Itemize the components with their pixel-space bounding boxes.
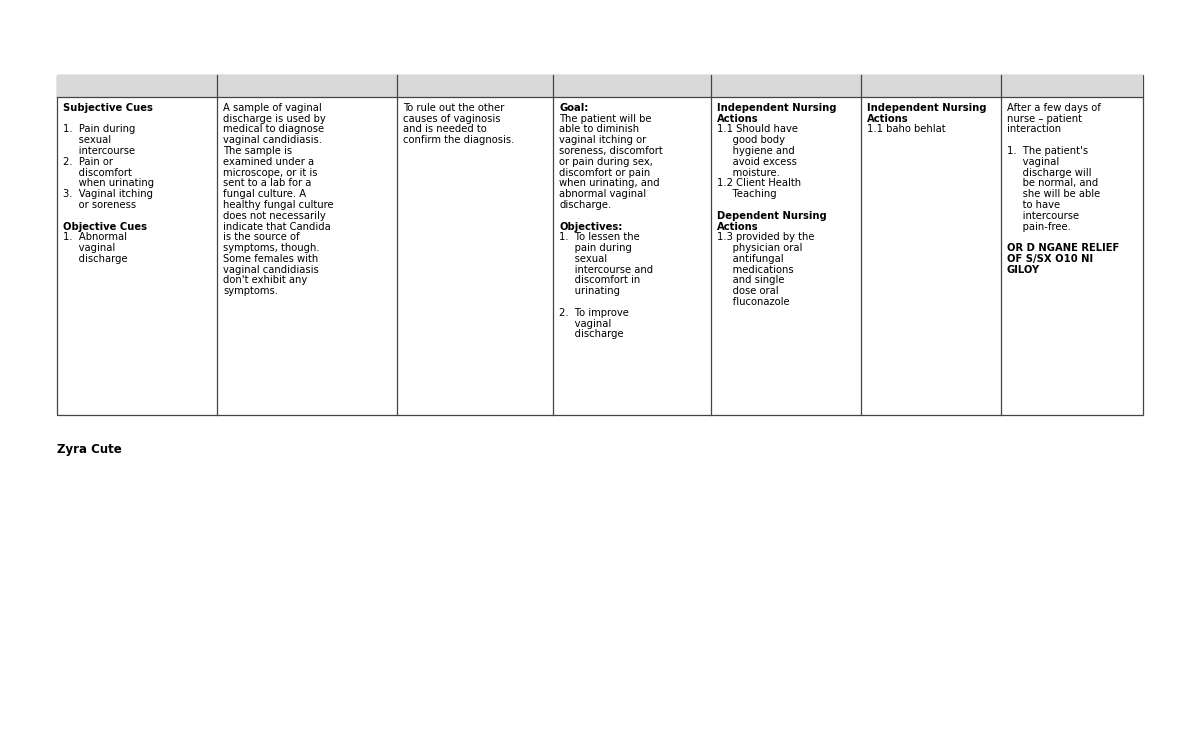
Text: vaginal: vaginal [1007,157,1060,167]
Text: discharge: discharge [559,330,624,340]
Text: intercourse: intercourse [64,146,136,156]
Text: avoid excess: avoid excess [718,157,797,167]
Text: or soreness: or soreness [64,200,136,210]
Text: 3.  Vaginal itching: 3. Vaginal itching [64,189,154,199]
Text: discharge is used by: discharge is used by [223,114,325,124]
Text: confirm the diagnosis.: confirm the diagnosis. [403,135,515,145]
Text: does not necessarily: does not necessarily [223,211,325,221]
Text: Assessment: Assessment [100,81,174,91]
Text: 1.  The patient's: 1. The patient's [1007,146,1088,156]
Text: 2.  To improve: 2. To improve [559,308,629,318]
Text: Dependent Nursing: Dependent Nursing [718,211,827,221]
Text: fluconazole: fluconazole [718,297,790,307]
Text: intercourse and: intercourse and [559,265,653,275]
Text: 1.2 Client Health: 1.2 Client Health [718,179,802,188]
Text: indicate that Candida: indicate that Candida [223,222,331,232]
Text: Diagnosis: Diagnosis [276,81,337,91]
Text: 1.  To lessen the: 1. To lessen the [559,233,640,242]
Text: Subjective Cues: Subjective Cues [64,103,152,113]
Text: discharge: discharge [64,254,127,264]
Text: Interventions: Interventions [744,81,828,91]
Text: vaginal: vaginal [559,319,611,329]
Text: to have: to have [1007,200,1060,210]
Text: After a few days of: After a few days of [1007,103,1100,113]
Text: causes of vaginosis: causes of vaginosis [403,114,500,124]
Text: Actions: Actions [718,114,758,124]
Text: The patient will be: The patient will be [559,114,652,124]
Text: Objectives:: Objectives: [559,222,623,232]
Text: vaginal candidiasis.: vaginal candidiasis. [223,135,322,145]
Text: 1.1 Should have: 1.1 Should have [718,125,798,134]
Text: or pain during sex,: or pain during sex, [559,157,653,167]
Text: Independent Nursing: Independent Nursing [718,103,836,113]
Text: OF S/SX O10 NI: OF S/SX O10 NI [1007,254,1093,264]
Text: fungal culture. A: fungal culture. A [223,189,306,199]
Text: be normal, and: be normal, and [1007,179,1098,188]
Text: Rationale: Rationale [901,81,961,91]
Text: vaginal itching or: vaginal itching or [559,135,647,145]
Text: sexual: sexual [64,135,112,145]
Text: GILOY: GILOY [1007,265,1040,275]
Text: is the source of: is the source of [223,233,300,242]
Text: discomfort or pain: discomfort or pain [559,168,650,178]
Text: microscope, or it is: microscope, or it is [223,168,318,178]
Text: sent to a lab for a: sent to a lab for a [223,179,311,188]
Text: Plan: Plan [618,81,646,91]
Text: Independent Nursing: Independent Nursing [866,103,986,113]
Text: Zyra Cute: Zyra Cute [58,443,121,456]
Text: healthy fungal culture: healthy fungal culture [223,200,334,210]
Text: physician oral: physician oral [718,243,803,253]
Text: discomfort: discomfort [64,168,132,178]
Text: vaginal candidiasis: vaginal candidiasis [223,265,319,275]
Text: discomfort in: discomfort in [559,276,641,286]
Text: 1.  Abnormal: 1. Abnormal [64,233,127,242]
Text: abnormal vaginal: abnormal vaginal [559,189,646,199]
Text: antifungal: antifungal [718,254,784,264]
Text: Rationale: Rationale [445,81,505,91]
Text: soreness, discomfort: soreness, discomfort [559,146,662,156]
Text: Actions: Actions [718,222,758,232]
Text: she will be able: she will be able [1007,189,1100,199]
Text: 1.  Pain during: 1. Pain during [64,125,136,134]
Text: A sample of vaginal: A sample of vaginal [223,103,322,113]
Text: Teaching: Teaching [718,189,776,199]
Text: Evaluation: Evaluation [1039,81,1105,91]
Text: sexual: sexual [559,254,607,264]
Text: when urinating: when urinating [64,179,154,188]
Text: hygiene and: hygiene and [718,146,794,156]
Text: 1.1 baho behlat: 1.1 baho behlat [866,125,946,134]
Text: nurse – patient: nurse – patient [1007,114,1082,124]
Text: To rule out the other: To rule out the other [403,103,504,113]
Text: good body: good body [718,135,785,145]
Text: OR D NGANE RELIEF: OR D NGANE RELIEF [1007,243,1120,253]
Text: interaction: interaction [1007,125,1061,134]
Text: when urinating, and: when urinating, and [559,179,660,188]
Text: symptoms.: symptoms. [223,286,278,296]
Text: medical to diagnose: medical to diagnose [223,125,324,134]
Text: Actions: Actions [866,114,908,124]
Text: intercourse: intercourse [1007,211,1079,221]
Text: Some females with: Some females with [223,254,318,264]
Text: 2.  Pain or: 2. Pain or [64,157,113,167]
Text: urinating: urinating [559,286,620,296]
Text: pain-free.: pain-free. [1007,222,1070,232]
Text: and single: and single [718,276,785,286]
Text: moisture.: moisture. [718,168,780,178]
Text: symptoms, though.: symptoms, though. [223,243,319,253]
Text: dose oral: dose oral [718,286,779,296]
Text: 1.3 provided by the: 1.3 provided by the [718,233,815,242]
Text: Goal:: Goal: [559,103,588,113]
Text: and is needed to: and is needed to [403,125,487,134]
Text: vaginal: vaginal [64,243,115,253]
Text: examined under a: examined under a [223,157,314,167]
Text: discharge.: discharge. [559,200,611,210]
Text: pain during: pain during [559,243,632,253]
Text: discharge will: discharge will [1007,168,1092,178]
Text: able to diminish: able to diminish [559,125,640,134]
Text: don't exhibit any: don't exhibit any [223,276,307,286]
Text: The sample is: The sample is [223,146,292,156]
Text: medications: medications [718,265,793,275]
Text: Objective Cues: Objective Cues [64,222,148,232]
